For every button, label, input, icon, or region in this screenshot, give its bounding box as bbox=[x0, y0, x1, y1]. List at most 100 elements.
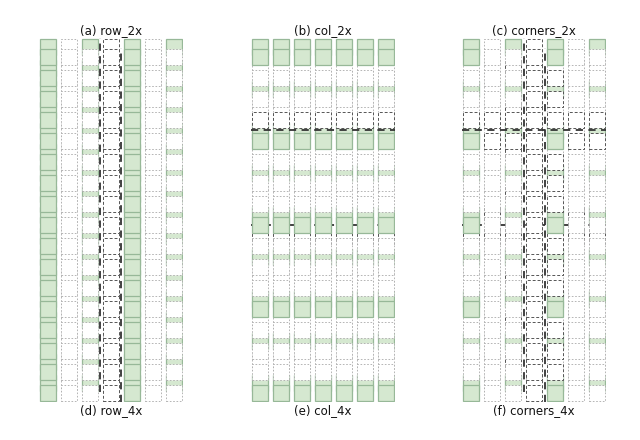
Bar bbox=[547, 60, 563, 76]
Bar bbox=[335, 60, 351, 76]
Bar bbox=[547, 270, 563, 286]
Bar bbox=[314, 259, 330, 275]
Bar bbox=[463, 207, 479, 223]
Bar bbox=[589, 259, 605, 275]
Bar bbox=[378, 280, 394, 296]
Bar bbox=[294, 217, 310, 233]
Bar bbox=[103, 186, 119, 202]
Bar bbox=[103, 207, 119, 223]
Bar bbox=[526, 364, 542, 380]
Bar bbox=[252, 175, 268, 191]
Bar bbox=[273, 249, 289, 265]
Bar bbox=[484, 364, 500, 380]
Bar bbox=[505, 354, 521, 370]
Bar bbox=[82, 238, 98, 254]
Bar bbox=[61, 207, 77, 223]
Bar bbox=[505, 196, 521, 212]
Bar bbox=[252, 154, 268, 170]
Bar bbox=[526, 144, 542, 160]
Bar bbox=[378, 175, 394, 191]
Bar bbox=[568, 270, 584, 286]
Bar bbox=[589, 343, 605, 359]
Bar bbox=[252, 144, 268, 160]
Bar bbox=[547, 238, 563, 254]
Bar bbox=[505, 364, 521, 380]
Bar bbox=[335, 144, 351, 160]
Bar bbox=[82, 207, 98, 223]
Bar bbox=[484, 154, 500, 170]
Bar bbox=[166, 312, 182, 328]
Bar bbox=[314, 312, 330, 328]
Bar bbox=[589, 154, 605, 170]
Bar bbox=[273, 228, 289, 244]
Bar bbox=[547, 228, 563, 244]
Bar bbox=[61, 343, 77, 359]
Bar bbox=[273, 291, 289, 307]
Bar bbox=[166, 91, 182, 107]
Bar bbox=[61, 354, 77, 370]
Bar bbox=[547, 144, 563, 160]
Bar bbox=[40, 217, 56, 233]
Bar bbox=[505, 123, 521, 139]
Bar bbox=[40, 91, 56, 107]
Bar bbox=[568, 217, 584, 233]
Bar bbox=[568, 291, 584, 307]
Bar bbox=[145, 291, 161, 307]
Bar bbox=[484, 207, 500, 223]
Bar bbox=[103, 301, 119, 317]
Bar bbox=[356, 165, 372, 181]
Bar bbox=[166, 39, 182, 55]
Bar bbox=[484, 39, 500, 55]
Bar bbox=[335, 301, 351, 317]
Bar bbox=[145, 238, 161, 254]
Bar bbox=[568, 70, 584, 86]
Bar bbox=[526, 280, 542, 296]
Bar bbox=[589, 81, 605, 97]
Bar bbox=[526, 123, 542, 139]
Bar bbox=[82, 217, 98, 233]
Bar bbox=[294, 196, 310, 212]
Bar bbox=[335, 49, 351, 65]
Bar bbox=[589, 144, 605, 160]
Bar bbox=[505, 228, 521, 244]
Title: (a) row_2x: (a) row_2x bbox=[80, 24, 142, 37]
Bar bbox=[378, 49, 394, 65]
Bar bbox=[589, 70, 605, 86]
Bar bbox=[82, 196, 98, 212]
Bar bbox=[252, 39, 268, 55]
Bar bbox=[314, 228, 330, 244]
Bar bbox=[61, 133, 77, 149]
Bar bbox=[166, 81, 182, 97]
Bar bbox=[124, 186, 140, 202]
Bar bbox=[526, 385, 542, 401]
Bar bbox=[463, 343, 479, 359]
Bar bbox=[378, 154, 394, 170]
Bar bbox=[547, 364, 563, 380]
Bar bbox=[61, 70, 77, 86]
Bar bbox=[356, 217, 372, 233]
Bar bbox=[589, 165, 605, 181]
Bar bbox=[589, 364, 605, 380]
Bar bbox=[484, 385, 500, 401]
Bar bbox=[103, 291, 119, 307]
Bar bbox=[61, 270, 77, 286]
Bar bbox=[124, 249, 140, 265]
Bar bbox=[526, 259, 542, 275]
Bar bbox=[314, 91, 330, 107]
Bar bbox=[294, 238, 310, 254]
Bar bbox=[294, 165, 310, 181]
Bar bbox=[294, 39, 310, 55]
Bar bbox=[294, 249, 310, 265]
Bar bbox=[505, 81, 521, 97]
Bar bbox=[294, 385, 310, 401]
Bar bbox=[568, 364, 584, 380]
Bar bbox=[356, 81, 372, 97]
Bar bbox=[526, 343, 542, 359]
Bar bbox=[547, 291, 563, 307]
Bar bbox=[103, 343, 119, 359]
Bar bbox=[61, 154, 77, 170]
Bar bbox=[526, 375, 542, 391]
Text: (d) row_4x: (d) row_4x bbox=[79, 404, 142, 418]
Bar bbox=[356, 123, 372, 139]
Bar bbox=[335, 280, 351, 296]
